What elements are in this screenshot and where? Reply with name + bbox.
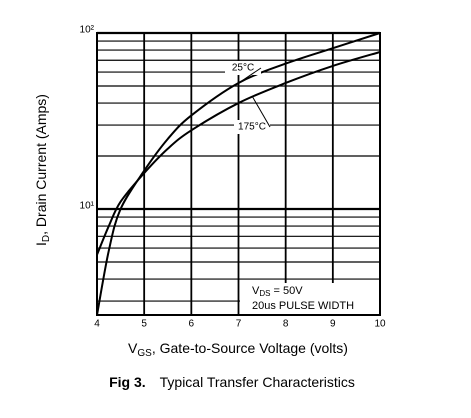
- line: [96, 32, 381, 316]
- x-tick-label: 7: [236, 319, 242, 330]
- note: 20us PULSE WIDTH: [252, 300, 354, 312]
- caption: Fig 3. Typical Transfer Characteristics: [109, 374, 355, 390]
- plot-frame: [96, 32, 381, 316]
- x-tick-label: 4: [94, 319, 100, 330]
- annotation-bg: [234, 120, 270, 134]
- x-tick-label: 8: [283, 319, 289, 330]
- x-axis-label: VGS, Gate-to-Source Voltage (volts): [128, 340, 348, 359]
- annotation-bg: [225, 61, 261, 75]
- leader-line: [252, 96, 271, 128]
- y-tick-label: 10¹: [80, 201, 95, 212]
- note-box: [240, 283, 379, 314]
- leader-line: [233, 67, 262, 87]
- note: VDS = 50V: [252, 285, 303, 298]
- y-axis-label: ID, Drain Current (Amps): [33, 94, 52, 246]
- series-annotation: 175°C: [238, 122, 266, 133]
- series-annotation: 25°C: [232, 63, 254, 74]
- x-tick-label: 9: [330, 319, 336, 330]
- line: [96, 51, 381, 256]
- x-tick-label: 6: [189, 319, 195, 330]
- x-tick-label: 10: [374, 319, 386, 330]
- x-tick-label: 5: [141, 319, 147, 330]
- y-tick-label: 10²: [80, 25, 95, 36]
